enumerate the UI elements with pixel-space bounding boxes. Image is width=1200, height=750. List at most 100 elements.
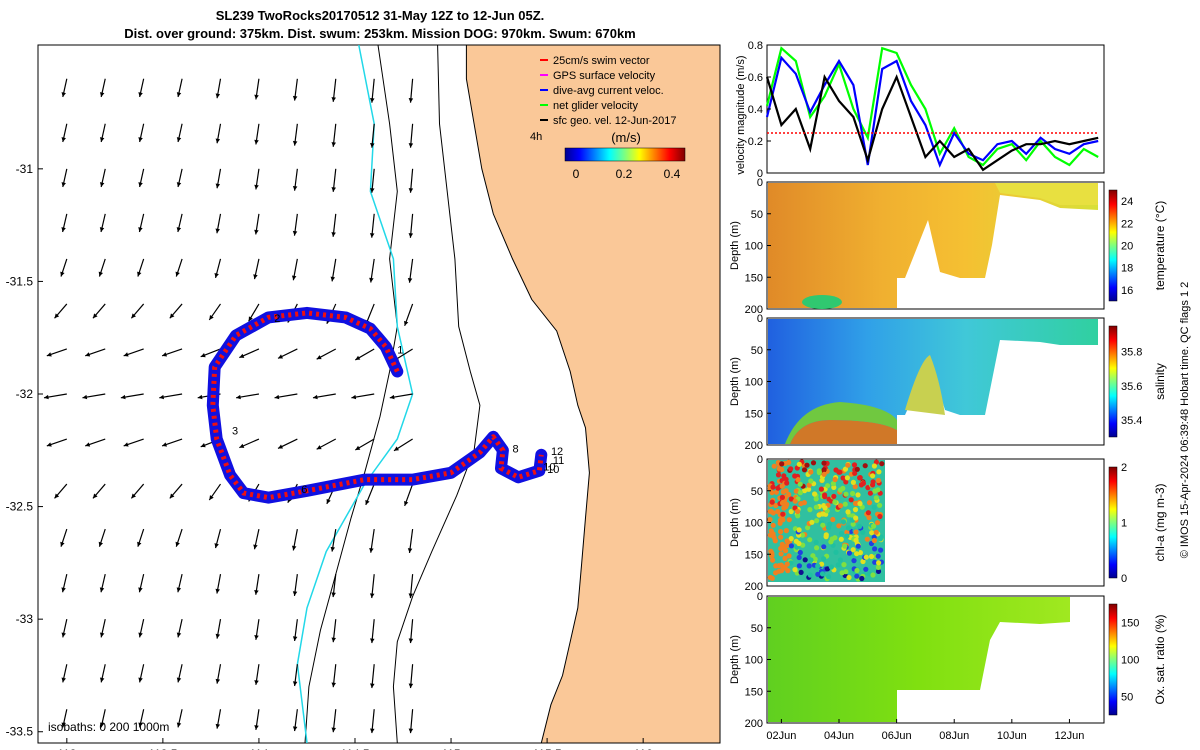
chla-point [807, 507, 813, 513]
velocity-arrow-head [123, 352, 129, 357]
velocity-arrow-head [138, 92, 143, 97]
chla-point [832, 476, 838, 483]
chla-point [852, 500, 859, 506]
velocity-arrow-head [274, 394, 280, 400]
velocity-arrow-head [331, 637, 336, 643]
map-y-tick-label: -32.5 [6, 500, 34, 514]
chla-point [801, 467, 808, 473]
legend-label: GPS surface velocity [553, 70, 656, 82]
chla-point [878, 547, 884, 553]
chla-point [820, 556, 827, 562]
velocity-arrow-head [393, 446, 399, 451]
chla-point [808, 478, 814, 484]
velocity-arrows [43, 78, 414, 734]
time-tick-label: 06Jun [882, 730, 912, 742]
chla-point [836, 523, 842, 529]
velocity-arrow-head [215, 633, 221, 639]
velocity-arrow-head [331, 232, 336, 237]
chla-point [813, 539, 819, 546]
chla-point [814, 545, 820, 551]
depth-tick-label: 0 [757, 591, 763, 603]
chla-point [877, 513, 883, 520]
chla-point [871, 463, 878, 469]
velocity-arrow-head [98, 271, 103, 277]
map-y-tick-label: -33.5 [6, 725, 34, 739]
chla-point [851, 558, 857, 564]
chla-point [871, 537, 878, 544]
map-colorbar-ticks: 0 0.2 0.4 [573, 167, 681, 181]
chla-point [815, 571, 821, 577]
velocity-arrow-head [175, 541, 180, 547]
chla-point [769, 575, 775, 581]
depth-tick-label: 200 [745, 581, 763, 593]
map-x-tick-label: 116 [634, 747, 653, 750]
velocity-arrow-head [200, 443, 206, 448]
velocity-arrow-head [131, 313, 136, 319]
chla-point [860, 558, 866, 565]
depth-tick-label: 50 [751, 486, 763, 498]
velocity-arrow-head [407, 277, 413, 283]
chla-point [860, 529, 866, 535]
velocity-arrow-head [215, 93, 221, 99]
velocity-arrow-head [61, 92, 66, 97]
velocity-arrow-head [254, 139, 259, 145]
colorbar-tick-label: 0.2 [616, 167, 633, 181]
chla-point [780, 511, 786, 517]
depth-tick-label: 100 [745, 377, 763, 389]
velocity-arrow-head [169, 313, 175, 319]
depth-tick-label: 150 [745, 549, 763, 561]
chla-point [877, 502, 883, 508]
chla-point [771, 463, 777, 469]
chla-point [832, 499, 838, 505]
velocity-arrow-head [239, 353, 245, 358]
chla-point [866, 500, 873, 506]
velocity-arrow-head [404, 320, 409, 326]
velocity-arrow-head [138, 587, 143, 593]
chla-point [840, 519, 847, 525]
legend-label: sfc geo. vel. 12-Jun-2017 [553, 115, 677, 127]
velocity-y-tick-label: 0.8 [748, 40, 763, 52]
depth-tick-label: 0 [757, 454, 763, 466]
velocity-ylabel: velocity magnitude (m/s) [735, 55, 747, 174]
chla-point [840, 475, 846, 481]
colorbar-tick-label: 0 [1121, 573, 1127, 585]
chla-point [768, 528, 774, 534]
track-label: 2 [274, 313, 280, 325]
chla-point [821, 467, 827, 473]
chla-point [836, 469, 842, 475]
isobath-200m-line [392, 45, 481, 743]
velocity-arrow-head [292, 681, 298, 687]
colorbar-label: chl-a (mg m-3) [1153, 483, 1167, 561]
velocity-arrow-head [99, 182, 105, 188]
colorbar-tick-label: 35.8 [1121, 347, 1142, 359]
chla-point [807, 572, 813, 578]
velocity-arrow-head [61, 632, 66, 638]
chla-point [872, 488, 878, 494]
velocity-arrow-head [369, 593, 375, 599]
velocity-y-tick-label: 0.4 [748, 104, 763, 116]
chla-point [842, 543, 848, 549]
depth-tick-label: 150 [745, 272, 763, 284]
chla-point [850, 490, 856, 497]
depth-tick-label: 100 [745, 518, 763, 530]
velocity-arrow-head [131, 493, 136, 499]
chla-point [801, 500, 808, 506]
salinity-mid-band [785, 402, 897, 444]
depth-tick-label: 100 [745, 241, 763, 253]
chla-point [865, 485, 871, 491]
chla-point [872, 546, 878, 552]
velocity-arrow-head [331, 682, 336, 688]
chla-point [839, 570, 845, 576]
chla-point [854, 573, 860, 579]
velocity-arrow-head [236, 394, 241, 400]
velocity-arrow-head [316, 445, 322, 450]
velocity-arrow-head [176, 227, 182, 232]
velocity-arrow-head [292, 591, 298, 596]
legend-label: dive-avg current veloc. [553, 85, 664, 97]
velocity-arrow-head [99, 92, 105, 97]
velocity-arrow-head [120, 394, 126, 400]
chla-point [767, 516, 773, 523]
chla-point [870, 572, 876, 578]
chla-point [855, 543, 861, 549]
chla-point [770, 484, 776, 490]
